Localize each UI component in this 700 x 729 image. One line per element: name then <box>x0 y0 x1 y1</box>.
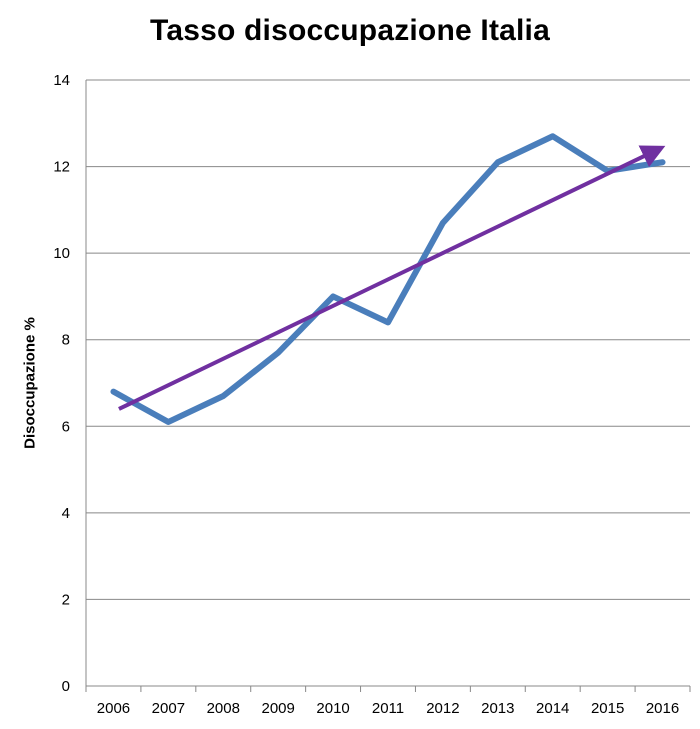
chart-title: Tasso disoccupazione Italia <box>150 14 550 47</box>
y-tick-label: 4 <box>62 505 70 522</box>
y-tick-label: 10 <box>53 245 70 262</box>
y-tick-label: 6 <box>62 418 70 435</box>
y-tick-label: 8 <box>62 332 70 349</box>
y-tick-label: 2 <box>62 591 70 608</box>
x-tick-label: 2009 <box>261 700 294 717</box>
x-tick-label: 2011 <box>372 700 404 717</box>
y-tick-label: 14 <box>53 72 70 89</box>
y-tick-label: 12 <box>53 159 70 176</box>
x-tick-label: 2010 <box>316 700 349 717</box>
x-tick-label: 2006 <box>97 700 130 717</box>
x-tick-label: 2008 <box>207 700 240 717</box>
trend-arrow <box>118 145 666 411</box>
x-tick-label: 2016 <box>646 700 679 717</box>
x-tick-label: 2013 <box>481 700 514 717</box>
y-tick-label: 0 <box>62 678 70 695</box>
x-tick-label: 2014 <box>536 700 569 717</box>
x-tick-label: 2007 <box>152 700 185 717</box>
x-tick-label: 2015 <box>591 700 624 717</box>
x-tick-label: 2012 <box>426 700 459 717</box>
